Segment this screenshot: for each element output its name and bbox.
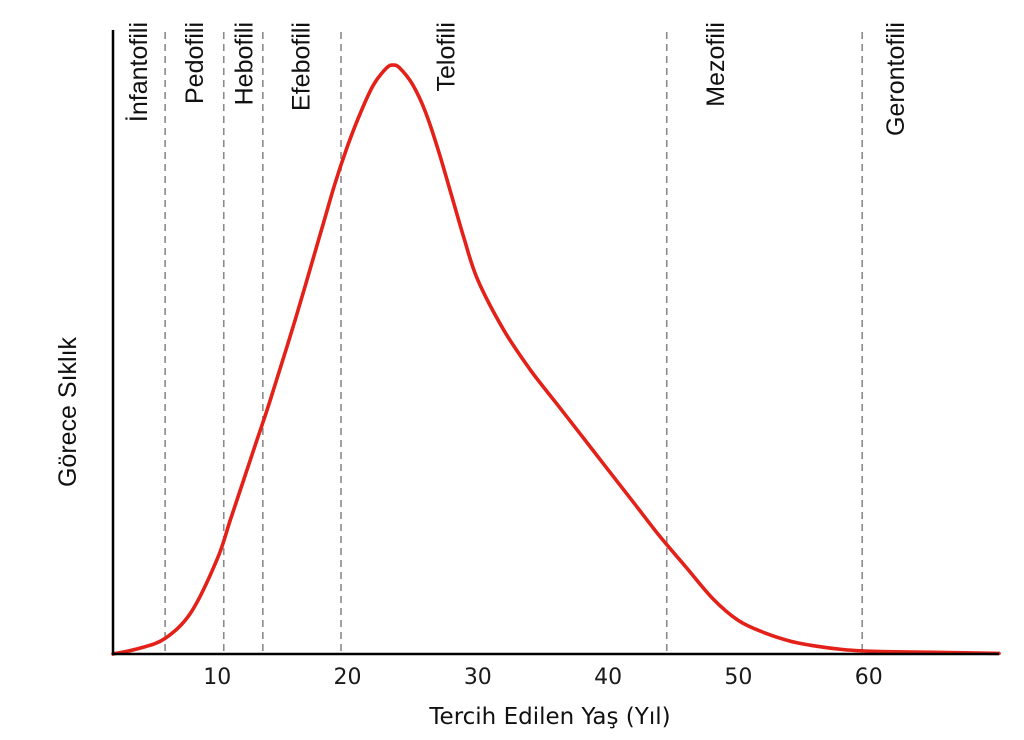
- x-tick-label: 10: [203, 665, 231, 690]
- region-label: Mezofili: [702, 22, 730, 107]
- region-label: Pedofili: [181, 22, 209, 104]
- x-tick-label: 40: [594, 665, 622, 690]
- region-labels: İnfantofili Pedofili Hebofili Efebofili Telo…: [124, 22, 910, 136]
- region-label: Telofili: [432, 22, 460, 91]
- region-boundaries: [164, 32, 863, 654]
- x-tick-labels: 10 20 30 40 50 60: [203, 665, 882, 690]
- y-axis-title: Görece Sıklık: [54, 336, 82, 487]
- region-label: Efebofili: [288, 22, 316, 111]
- x-tick-label: 60: [855, 665, 883, 690]
- region-label: İnfantofili: [124, 22, 153, 122]
- region-label: Hebofili: [230, 22, 258, 105]
- x-axis-title: Tercih Edilen Yaş (Yıl): [428, 704, 670, 730]
- x-tick-label: 50: [724, 665, 752, 690]
- x-tick-label: 20: [334, 665, 362, 690]
- region-label: Gerontofili: [882, 22, 910, 136]
- frequency-curve: [111, 63, 1001, 656]
- x-tick-label: 30: [464, 665, 492, 690]
